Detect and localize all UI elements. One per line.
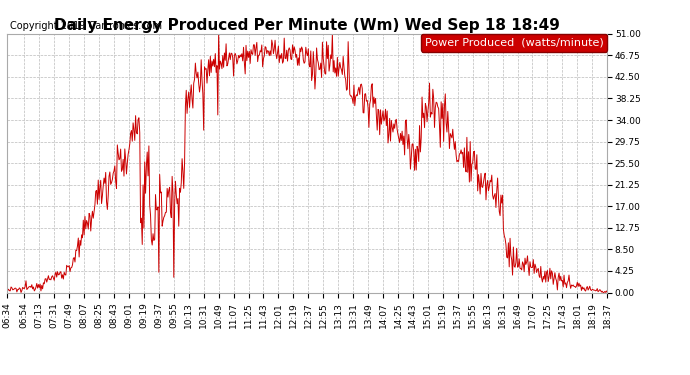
- Text: Copyright 2019 Cartronics.com: Copyright 2019 Cartronics.com: [10, 21, 162, 31]
- Legend: Power Produced  (watts/minute): Power Produced (watts/minute): [421, 34, 607, 51]
- Title: Daily Energy Produced Per Minute (Wm) Wed Sep 18 18:49: Daily Energy Produced Per Minute (Wm) We…: [54, 18, 560, 33]
